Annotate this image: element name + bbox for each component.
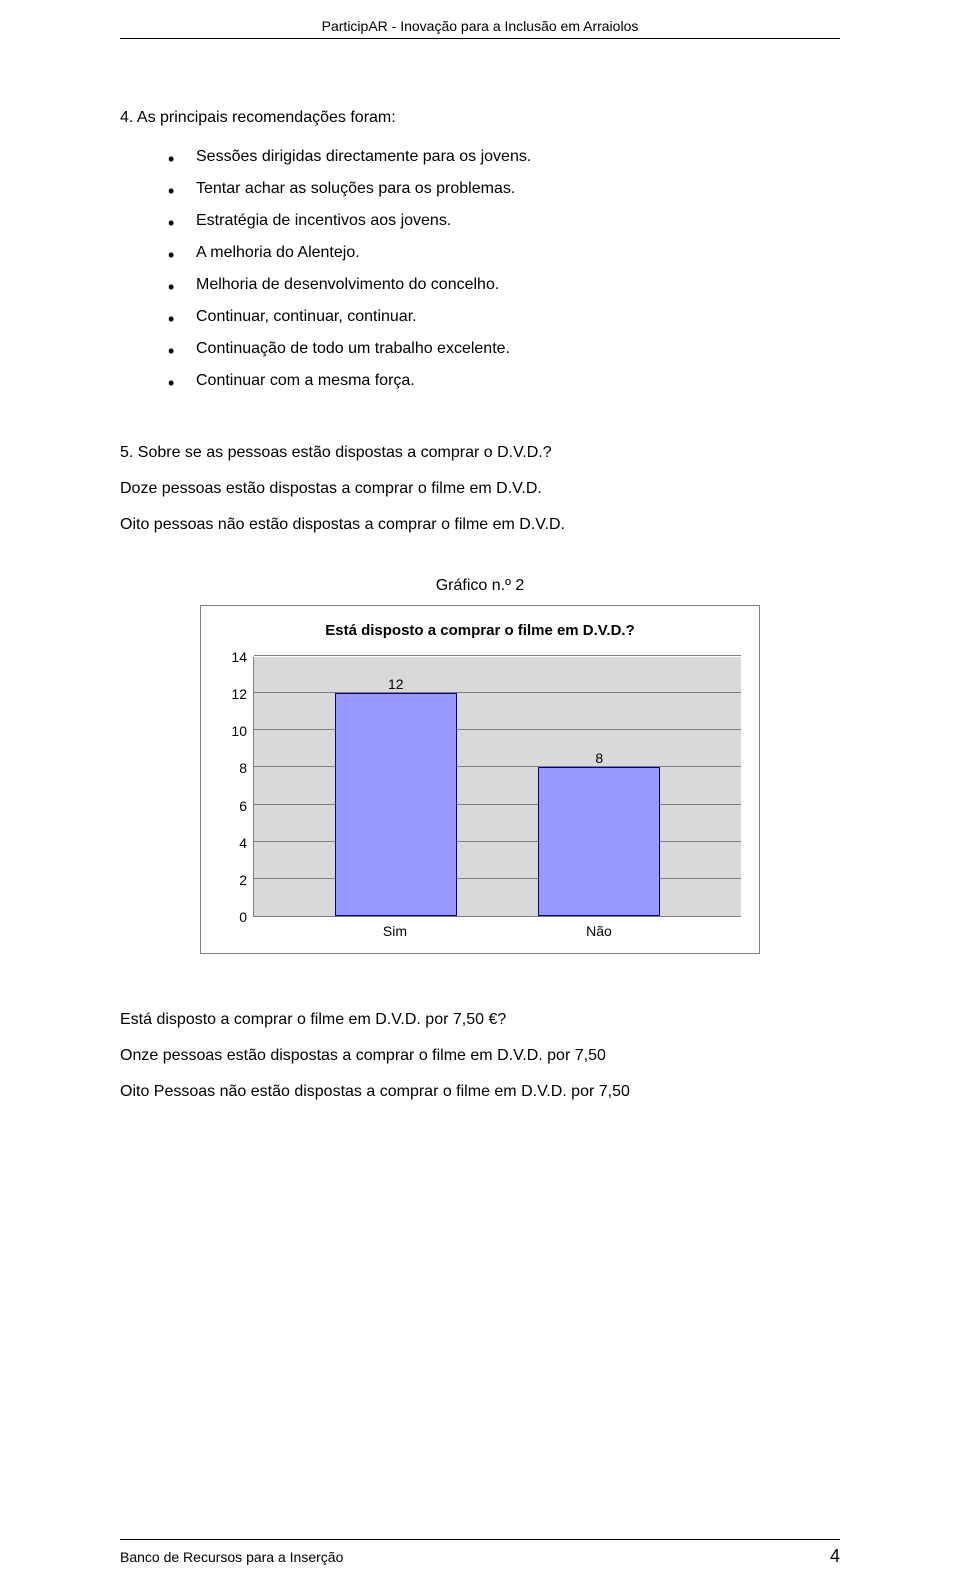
list-item: Continuação de todo um trabalho excelent… xyxy=(168,333,840,365)
chart-bar-value-label: 8 xyxy=(595,751,603,765)
page-footer: Banco de Recursos para a Inserção 4 xyxy=(120,1539,840,1567)
chart-y-tick: 0 xyxy=(239,910,247,924)
chart-x-labels: Sim Não xyxy=(253,917,741,939)
chart-x-label: Não xyxy=(538,923,660,939)
chart-y-tick: 14 xyxy=(231,650,247,664)
list-item: Continuar com a mesma força. xyxy=(168,365,840,397)
chart-gridline xyxy=(254,655,741,656)
list-item: Estratégia de incentivos aos jovens. xyxy=(168,205,840,237)
list-item: Tentar achar as soluções para os problem… xyxy=(168,173,840,205)
chart-bar-column: 12 xyxy=(335,677,457,916)
chart-y-tick: 6 xyxy=(239,799,247,813)
chart-bar xyxy=(538,767,660,916)
chart-y-tick: 12 xyxy=(231,687,247,701)
chart-plot-wrap: 12 8 Sim Não xyxy=(253,657,741,939)
post-chart-line: Oito Pessoas não estão dispostas a compr… xyxy=(120,1076,840,1108)
page-number: 4 xyxy=(830,1546,840,1567)
list-item: Continuar, continuar, continuar. xyxy=(168,301,840,333)
footer-divider xyxy=(120,1539,840,1540)
chart-y-tick: 10 xyxy=(231,724,247,738)
section-4-title: 4. As principais recomendações foram: xyxy=(120,109,840,127)
section-5-line: Doze pessoas estão dispostas a comprar o… xyxy=(120,473,840,505)
chart-bar xyxy=(335,693,457,916)
post-chart-line: Onze pessoas estão dispostas a comprar o… xyxy=(120,1040,840,1072)
recommendations-list: Sessões dirigidas directamente para os j… xyxy=(168,141,840,397)
list-item: Sessões dirigidas directamente para os j… xyxy=(168,141,840,173)
chart-bar-value-label: 12 xyxy=(388,677,404,691)
chart-title: Está disposto a comprar o filme em D.V.D… xyxy=(219,622,741,639)
chart-bar-column: 8 xyxy=(538,751,660,916)
chart-y-tick: 8 xyxy=(239,761,247,775)
chart-plot: 12 8 xyxy=(253,657,741,917)
chart-y-tick: 2 xyxy=(239,873,247,887)
list-item: A melhoria do Alentejo. xyxy=(168,237,840,269)
section-5-title: 5. Sobre se as pessoas estão dispostas a… xyxy=(120,437,840,469)
chart-caption: Gráfico n.º 2 xyxy=(120,577,840,595)
footer-text: Banco de Recursos para a Inserção xyxy=(120,1549,343,1565)
chart-area: 02468101214 128 SimNão xyxy=(219,657,741,939)
header-divider xyxy=(120,38,840,39)
chart-bars: 12 8 xyxy=(254,657,741,916)
chart-y-tick: 4 xyxy=(239,836,247,850)
section-5-line: Oito pessoas não estão dispostas a compr… xyxy=(120,509,840,541)
list-item: Melhoria de desenvolvimento do concelho. xyxy=(168,269,840,301)
page-header: ParticipAR - Inovação para a Inclusão em… xyxy=(120,0,840,38)
post-chart-line: Está disposto a comprar o filme em D.V.D… xyxy=(120,1004,840,1036)
chart-container: Está disposto a comprar o filme em D.V.D… xyxy=(200,605,760,954)
chart-y-axis: 02468101214 xyxy=(219,657,253,917)
chart-x-label: Sim xyxy=(334,923,456,939)
